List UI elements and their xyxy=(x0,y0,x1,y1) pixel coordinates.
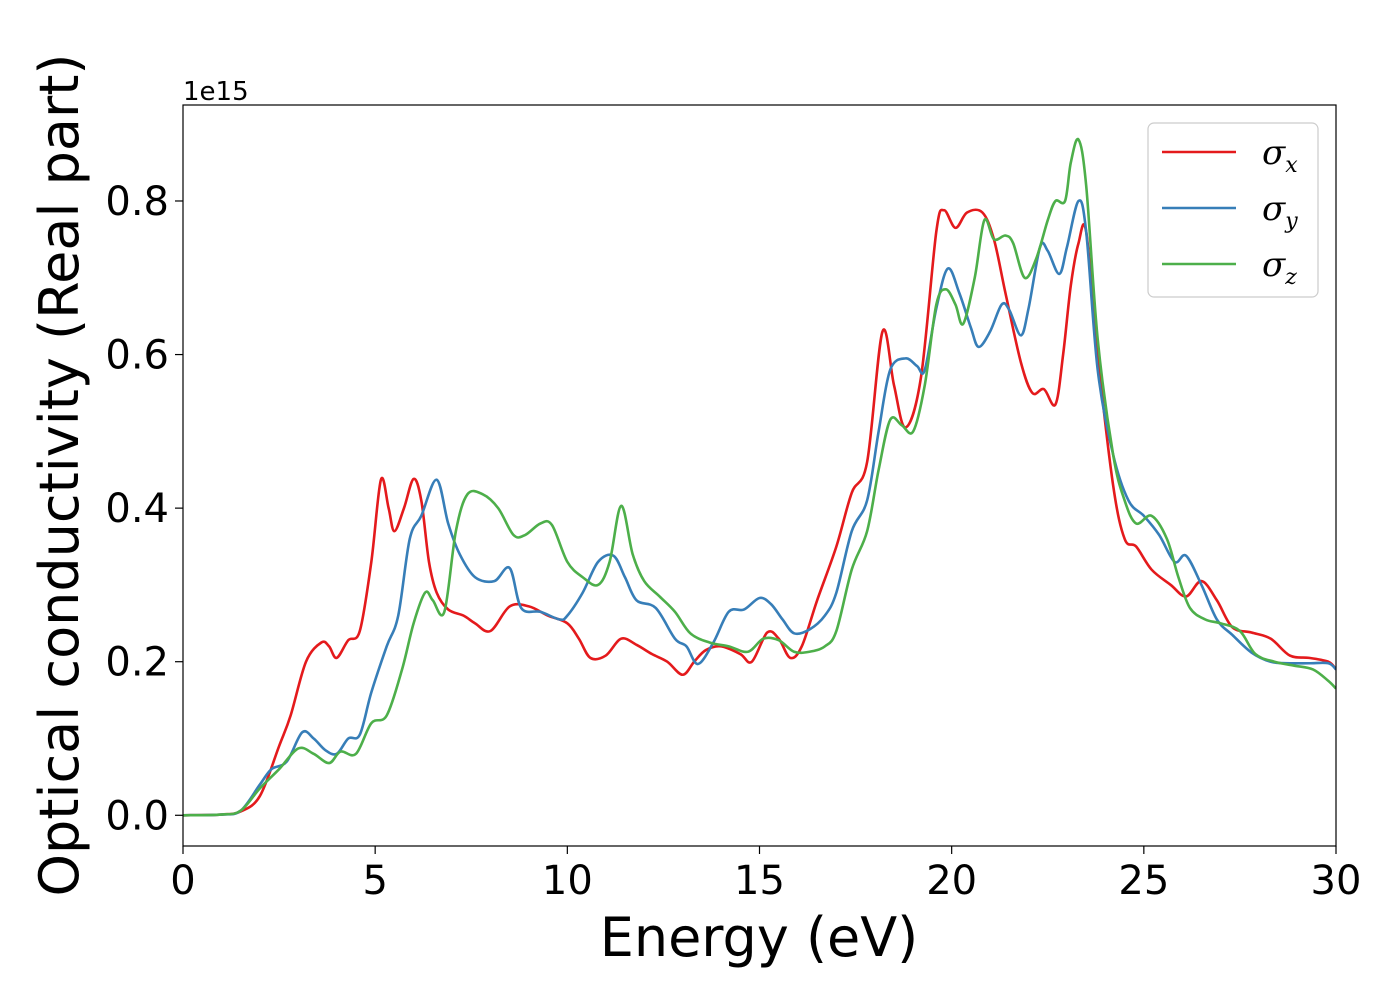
x-tick-label: 25 xyxy=(1118,858,1169,904)
x-axis-title: Energy (eV) xyxy=(600,906,919,969)
y-axis: 0.0 0.2 0.4 0.6 0.8 xyxy=(105,179,183,839)
x-tick-label: 0 xyxy=(170,858,195,904)
y-tick-label: 0.6 xyxy=(105,333,169,379)
y-axis-title: Optical conductivity (Real part) xyxy=(28,54,91,897)
series-line-x xyxy=(183,208,1336,817)
legend-label-y: σy xyxy=(1262,189,1298,234)
series-line-z xyxy=(183,137,1336,817)
y-tick-label: 0.8 xyxy=(105,179,169,225)
legend-label-x: σx xyxy=(1262,133,1298,178)
x-axis: 0 5 10 15 20 25 30 xyxy=(170,846,1361,904)
y-offset-label: 1e15 xyxy=(183,77,249,107)
x-tick-label: 30 xyxy=(1311,858,1362,904)
legend-frame xyxy=(1147,122,1319,298)
y-tick-label: 0.4 xyxy=(105,486,169,532)
y-tick-label: 0.0 xyxy=(105,793,169,839)
series-layer xyxy=(183,137,1336,817)
x-tick-label: 20 xyxy=(926,858,977,904)
x-tick-label: 10 xyxy=(542,858,593,904)
y-tick-label: 0.2 xyxy=(105,640,169,686)
x-tick-label: 15 xyxy=(734,858,785,904)
x-tick-label: 5 xyxy=(362,858,387,904)
